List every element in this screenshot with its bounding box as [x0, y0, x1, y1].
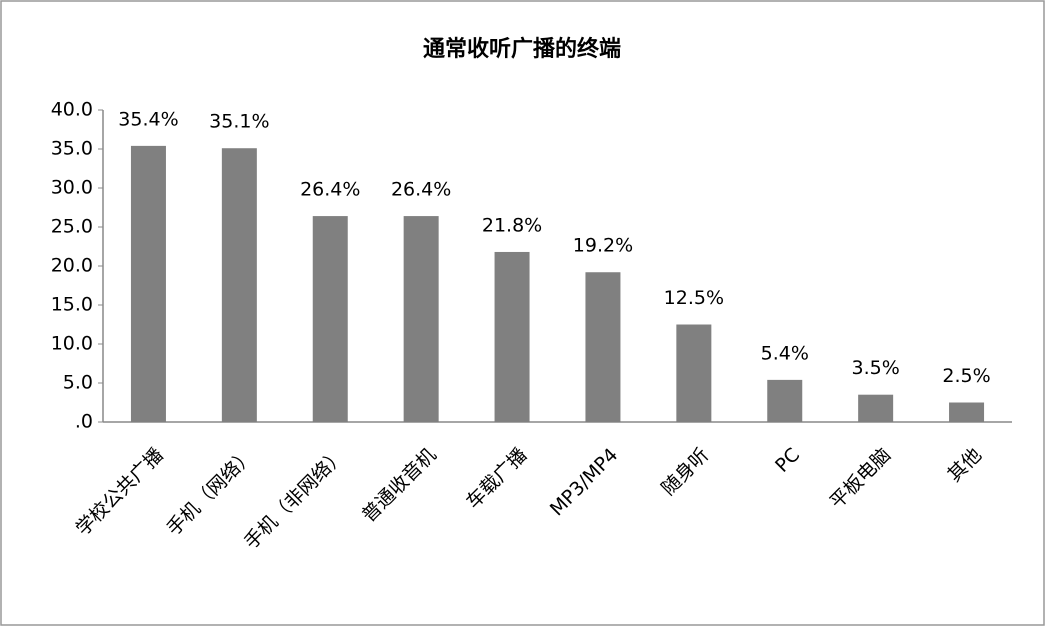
value-label: 26.4% — [300, 179, 360, 201]
y-tick-label: 35.0 — [51, 138, 93, 160]
y-tick-label: .0 — [75, 411, 93, 433]
bar — [676, 324, 712, 422]
y-tick-label: 5.0 — [63, 372, 93, 394]
value-label: 12.5% — [664, 287, 724, 309]
chart-title: 通常收听广播的终端 — [423, 36, 621, 62]
value-label: 2.5% — [942, 365, 990, 387]
value-label: 3.5% — [852, 357, 900, 379]
value-label: 19.2% — [573, 235, 633, 257]
y-tick-label: 10.0 — [51, 333, 93, 355]
y-tick-label: 25.0 — [51, 216, 93, 238]
bar — [949, 402, 985, 422]
bar — [767, 379, 803, 422]
value-label: 5.4% — [761, 342, 809, 364]
bar — [585, 272, 621, 422]
value-label: 26.4% — [391, 179, 451, 201]
bar — [494, 251, 530, 422]
y-tick-label: 20.0 — [51, 255, 93, 277]
y-tick-label: 15.0 — [51, 294, 93, 316]
bar — [858, 394, 894, 422]
value-label: 35.1% — [209, 111, 269, 133]
value-label: 21.8% — [482, 214, 542, 236]
y-tick-label: 40.0 — [51, 99, 93, 121]
bar — [221, 148, 257, 422]
value-label: 35.4% — [118, 108, 178, 130]
bar — [130, 145, 166, 422]
bar — [312, 216, 348, 422]
bar — [403, 216, 439, 422]
y-tick-label: 30.0 — [51, 177, 93, 199]
